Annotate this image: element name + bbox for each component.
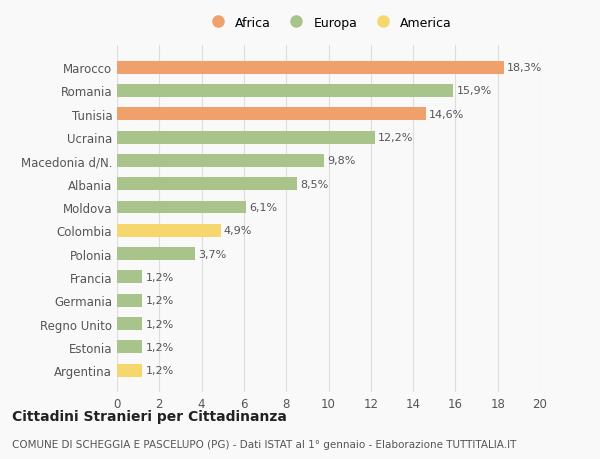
Bar — [117, 178, 297, 190]
Legend: Africa, Europa, America: Africa, Europa, America — [203, 14, 454, 32]
Bar — [117, 364, 142, 377]
Text: 14,6%: 14,6% — [429, 110, 464, 119]
Bar — [117, 108, 426, 121]
Text: 15,9%: 15,9% — [457, 86, 492, 96]
Text: 1,2%: 1,2% — [146, 342, 174, 352]
Bar — [117, 341, 142, 353]
Text: 1,2%: 1,2% — [146, 296, 174, 306]
Text: 6,1%: 6,1% — [249, 202, 277, 213]
Bar — [117, 248, 195, 260]
Bar — [117, 131, 375, 144]
Bar — [117, 224, 221, 237]
Text: 3,7%: 3,7% — [199, 249, 227, 259]
Text: Cittadini Stranieri per Cittadinanza: Cittadini Stranieri per Cittadinanza — [12, 409, 287, 423]
Text: 4,9%: 4,9% — [224, 226, 252, 236]
Text: 1,2%: 1,2% — [146, 272, 174, 282]
Bar — [117, 318, 142, 330]
Bar — [117, 155, 324, 168]
Text: 1,2%: 1,2% — [146, 365, 174, 375]
Text: 12,2%: 12,2% — [378, 133, 413, 143]
Bar — [117, 62, 504, 74]
Bar — [117, 271, 142, 284]
Text: 18,3%: 18,3% — [507, 63, 542, 73]
Bar — [117, 294, 142, 307]
Text: 1,2%: 1,2% — [146, 319, 174, 329]
Bar — [117, 85, 453, 98]
Bar — [117, 201, 246, 214]
Text: 9,8%: 9,8% — [328, 156, 356, 166]
Text: 8,5%: 8,5% — [300, 179, 328, 189]
Text: COMUNE DI SCHEGGIA E PASCELUPO (PG) - Dati ISTAT al 1° gennaio - Elaborazione TU: COMUNE DI SCHEGGIA E PASCELUPO (PG) - Da… — [12, 440, 517, 449]
